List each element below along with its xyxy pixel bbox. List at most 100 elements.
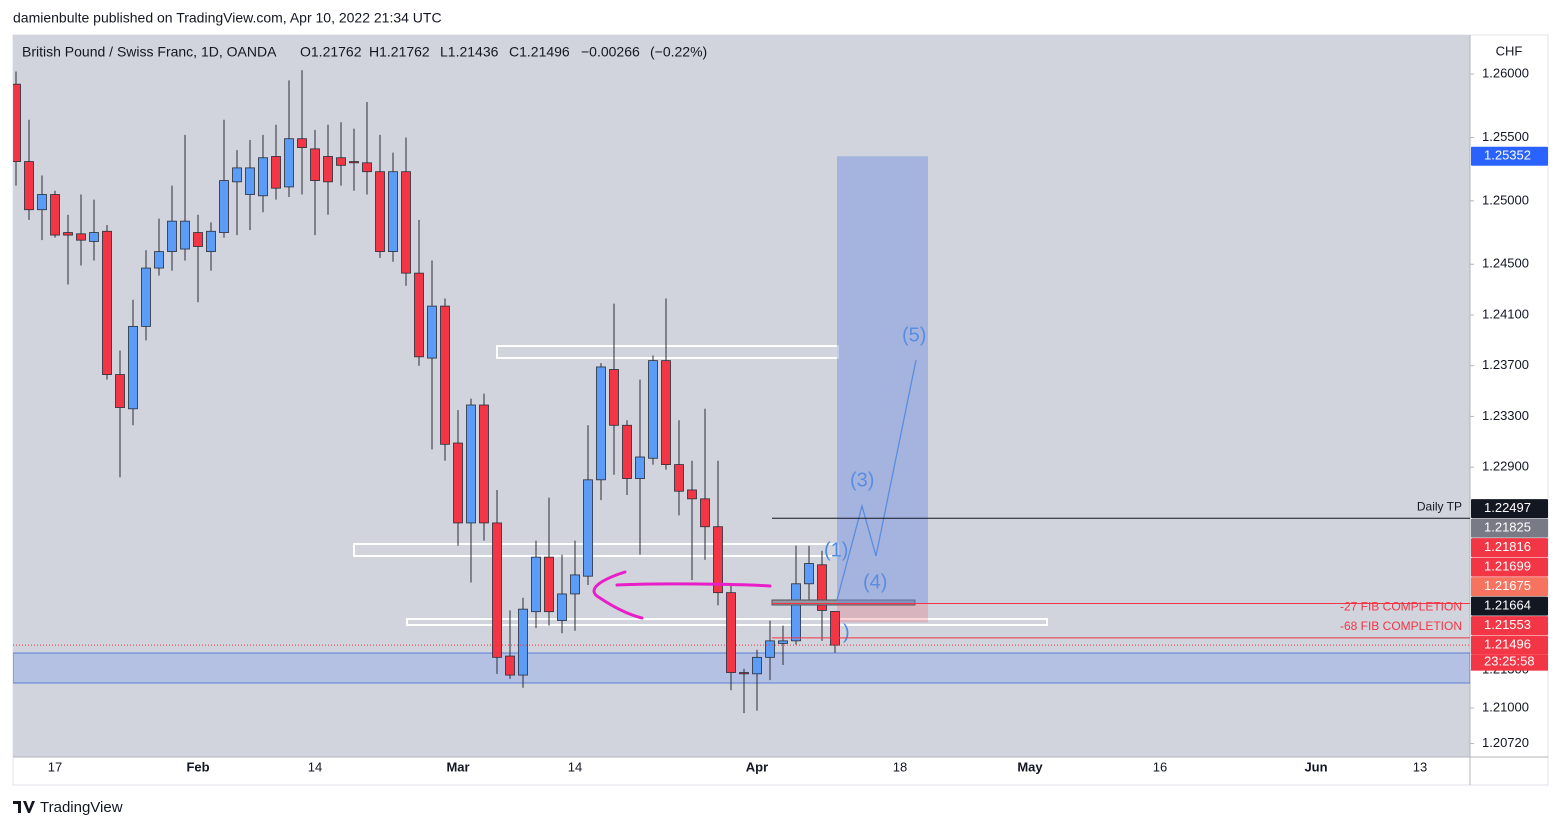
price-badge-label: 1.21699	[1484, 559, 1531, 574]
y-tick-label: 1.21000	[1482, 699, 1529, 714]
entry-box	[771, 599, 916, 606]
candle-body	[180, 220, 190, 250]
ohlc-legend: H1.21762	[369, 44, 430, 60]
candle-body	[700, 498, 710, 528]
publisher: damienbulte published on TradingView.com…	[13, 10, 442, 26]
candle-body	[232, 167, 242, 183]
price-badge	[1471, 538, 1548, 558]
candle-body	[13, 83, 21, 162]
candle-body	[388, 171, 398, 252]
x-tick-label: May	[1017, 759, 1043, 774]
price-badge-label: 1.21675	[1484, 578, 1531, 593]
candle-body	[128, 325, 138, 410]
candle-body	[297, 138, 307, 148]
candle-body	[518, 608, 528, 676]
candle-body	[206, 230, 216, 252]
candle-body	[245, 167, 255, 195]
logo	[13, 801, 35, 813]
arrow-head	[592, 570, 644, 620]
candle-body	[375, 171, 385, 252]
wave-label: (4)	[863, 571, 887, 593]
footer: TradingView	[13, 799, 123, 816]
x-tick-label: 13	[1413, 759, 1427, 774]
y-tick-label: 1.25000	[1482, 192, 1529, 207]
y-tick-label: 1.24100	[1482, 306, 1529, 321]
fib-label: -27 FIB COMPLETION	[1340, 600, 1462, 614]
target-zone	[837, 156, 928, 604]
y-tick-label: 1.26000	[1482, 65, 1529, 80]
zone-box	[496, 345, 839, 359]
candle-body	[349, 161, 359, 164]
price-badge	[1471, 635, 1548, 655]
x-tick-label: Jun	[1304, 759, 1327, 774]
x-tick-label: 14	[308, 759, 322, 774]
candle-body	[804, 563, 814, 585]
price-badge-label: 1.21664	[1484, 598, 1531, 613]
ohlc-legend: C1.21496	[509, 44, 570, 60]
x-tick-label: Mar	[446, 759, 469, 774]
ohlc-legend: −0.00266	[581, 44, 640, 60]
plot-area	[13, 35, 1470, 757]
candle-body	[323, 156, 333, 183]
candle-body	[76, 233, 86, 241]
candle-body	[492, 522, 502, 658]
candle-body	[427, 305, 437, 359]
price-badge	[1471, 518, 1548, 538]
price-badge-label: 1.21816	[1484, 539, 1531, 554]
price-badge	[1471, 499, 1548, 519]
candle-body	[271, 156, 281, 189]
price-badge	[1471, 146, 1548, 166]
candle-body	[310, 148, 320, 181]
candle-body	[544, 556, 554, 613]
ohlc-legend: (−0.22%)	[650, 44, 707, 60]
candle-body	[466, 404, 476, 524]
candle-body	[583, 479, 593, 577]
candle-body	[661, 360, 671, 465]
candle-body	[713, 526, 723, 594]
candle-body	[674, 464, 684, 492]
candle-body	[596, 366, 606, 481]
candle-body	[37, 194, 47, 211]
price-badge	[1471, 596, 1548, 616]
candle-body	[791, 583, 801, 642]
candle-body	[557, 593, 567, 621]
candle-body	[362, 162, 372, 173]
y-tick-label: 1.25500	[1482, 129, 1529, 144]
x-tick-label: 17	[48, 759, 62, 774]
candle-body	[414, 272, 424, 358]
candle-body	[154, 251, 164, 269]
price-badge-label: 1.25352	[1484, 148, 1531, 163]
candle-body	[726, 592, 736, 673]
chart-title: British Pound / Swiss Franc, 1D, OANDA	[22, 44, 277, 60]
candle-body	[739, 672, 749, 675]
candle-body	[752, 656, 762, 675]
candle-body	[778, 640, 788, 644]
candle-body	[50, 194, 60, 236]
wave-label: (3)	[850, 469, 874, 491]
candle-body	[167, 220, 177, 252]
zone-box	[353, 543, 839, 557]
candle-body	[648, 360, 658, 459]
candle-body	[505, 655, 515, 676]
candle-body	[440, 305, 450, 445]
arrow-shaft	[615, 582, 772, 588]
price-badge	[1471, 577, 1548, 597]
x-tick-label: 14	[568, 759, 582, 774]
candle-body	[115, 374, 125, 408]
candle-body	[453, 442, 463, 524]
y-tick-label: 1.23700	[1482, 357, 1529, 372]
candle-body	[609, 369, 619, 426]
fib-label: -68 FIB COMPLETION	[1340, 619, 1462, 633]
y-tick-label: 1.24500	[1482, 256, 1529, 271]
brand: TradingView	[40, 799, 123, 816]
candle-body	[89, 232, 99, 242]
x-tick-label: 16	[1153, 759, 1167, 774]
y-tick-label: 1.22900	[1482, 459, 1529, 474]
candle-body	[24, 161, 34, 211]
candle-body	[193, 232, 203, 247]
candle-body	[817, 564, 827, 611]
stop-zone	[837, 603, 928, 623]
candles	[13, 70, 840, 714]
candle-body	[479, 404, 489, 524]
